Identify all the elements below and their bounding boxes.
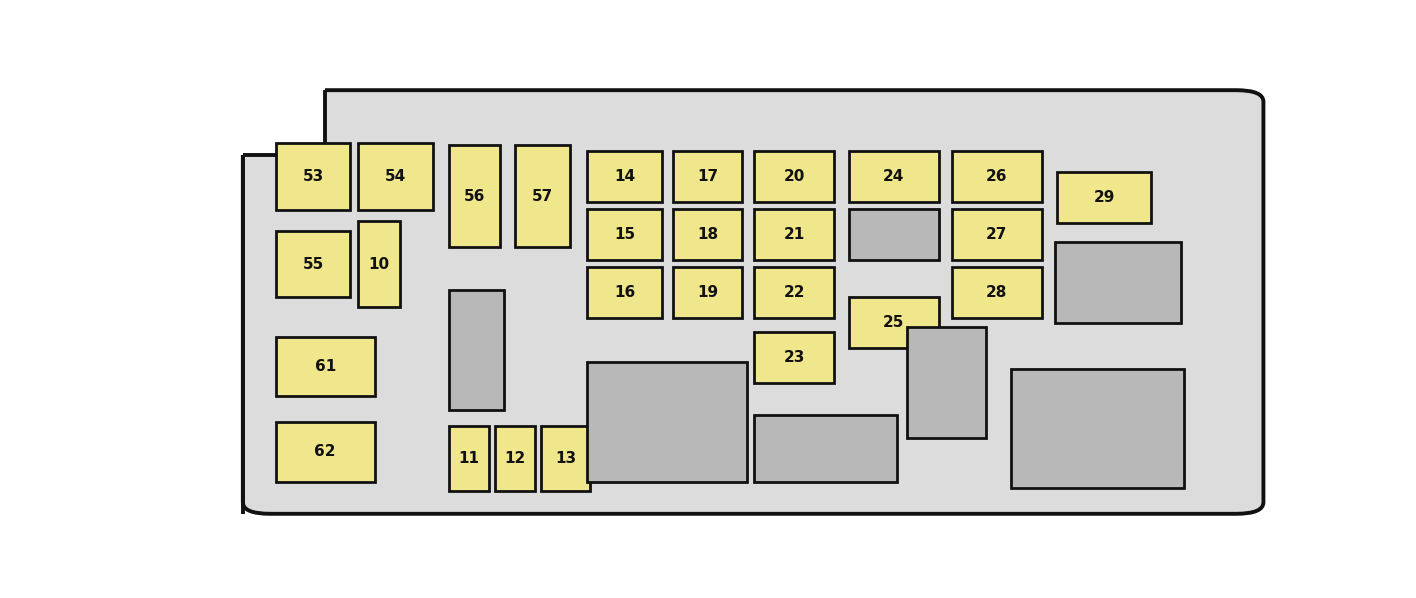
Bar — [848, 209, 939, 260]
Bar — [588, 267, 663, 318]
Bar — [276, 422, 374, 481]
Bar — [449, 291, 504, 410]
Text: 22: 22 — [783, 285, 806, 300]
Text: 11: 11 — [459, 451, 480, 466]
Bar — [952, 267, 1042, 318]
Text: 20: 20 — [783, 169, 804, 184]
Bar — [848, 297, 939, 348]
Text: 25: 25 — [884, 315, 905, 330]
Bar — [1055, 242, 1181, 323]
Bar — [449, 426, 489, 491]
Text: 53: 53 — [303, 169, 324, 184]
Bar — [496, 426, 535, 491]
Bar — [358, 221, 399, 307]
Text: 26: 26 — [986, 169, 1008, 184]
Bar — [588, 209, 663, 260]
Bar — [673, 267, 742, 318]
Text: 15: 15 — [615, 227, 636, 242]
Bar — [673, 151, 742, 202]
Bar — [238, 86, 326, 155]
Bar — [755, 151, 834, 202]
Bar — [276, 231, 350, 297]
Text: 12: 12 — [504, 451, 525, 466]
Text: 17: 17 — [697, 169, 718, 184]
Bar — [952, 209, 1042, 260]
Text: 54: 54 — [385, 169, 406, 184]
Text: 27: 27 — [986, 227, 1007, 242]
Bar — [952, 151, 1042, 202]
Text: 61: 61 — [314, 359, 336, 374]
Bar — [906, 327, 986, 438]
Text: 24: 24 — [884, 169, 905, 184]
Text: 28: 28 — [986, 285, 1007, 300]
Bar — [276, 143, 350, 210]
Text: 29: 29 — [1093, 190, 1114, 205]
Bar — [755, 267, 834, 318]
Bar — [276, 337, 374, 396]
Bar — [673, 209, 742, 260]
Bar — [588, 362, 746, 481]
Text: 16: 16 — [615, 285, 636, 300]
Bar — [588, 151, 663, 202]
Bar — [755, 209, 834, 260]
Text: 19: 19 — [697, 285, 718, 300]
Text: 23: 23 — [783, 350, 804, 365]
Bar — [1011, 369, 1184, 489]
Bar — [541, 426, 589, 491]
Text: 10: 10 — [368, 257, 389, 271]
FancyBboxPatch shape — [244, 90, 1263, 514]
Bar — [755, 332, 834, 383]
Text: 62: 62 — [314, 444, 336, 459]
Bar — [755, 415, 896, 481]
Text: 55: 55 — [303, 257, 324, 271]
Text: 14: 14 — [615, 169, 636, 184]
Text: 56: 56 — [463, 188, 486, 203]
Bar — [515, 145, 569, 247]
Text: 18: 18 — [697, 227, 718, 242]
Bar — [848, 151, 939, 202]
Bar — [449, 145, 500, 247]
Bar — [358, 143, 433, 210]
Text: 57: 57 — [532, 188, 554, 203]
Text: 21: 21 — [783, 227, 804, 242]
Bar — [1058, 172, 1151, 223]
Text: 13: 13 — [555, 451, 576, 466]
